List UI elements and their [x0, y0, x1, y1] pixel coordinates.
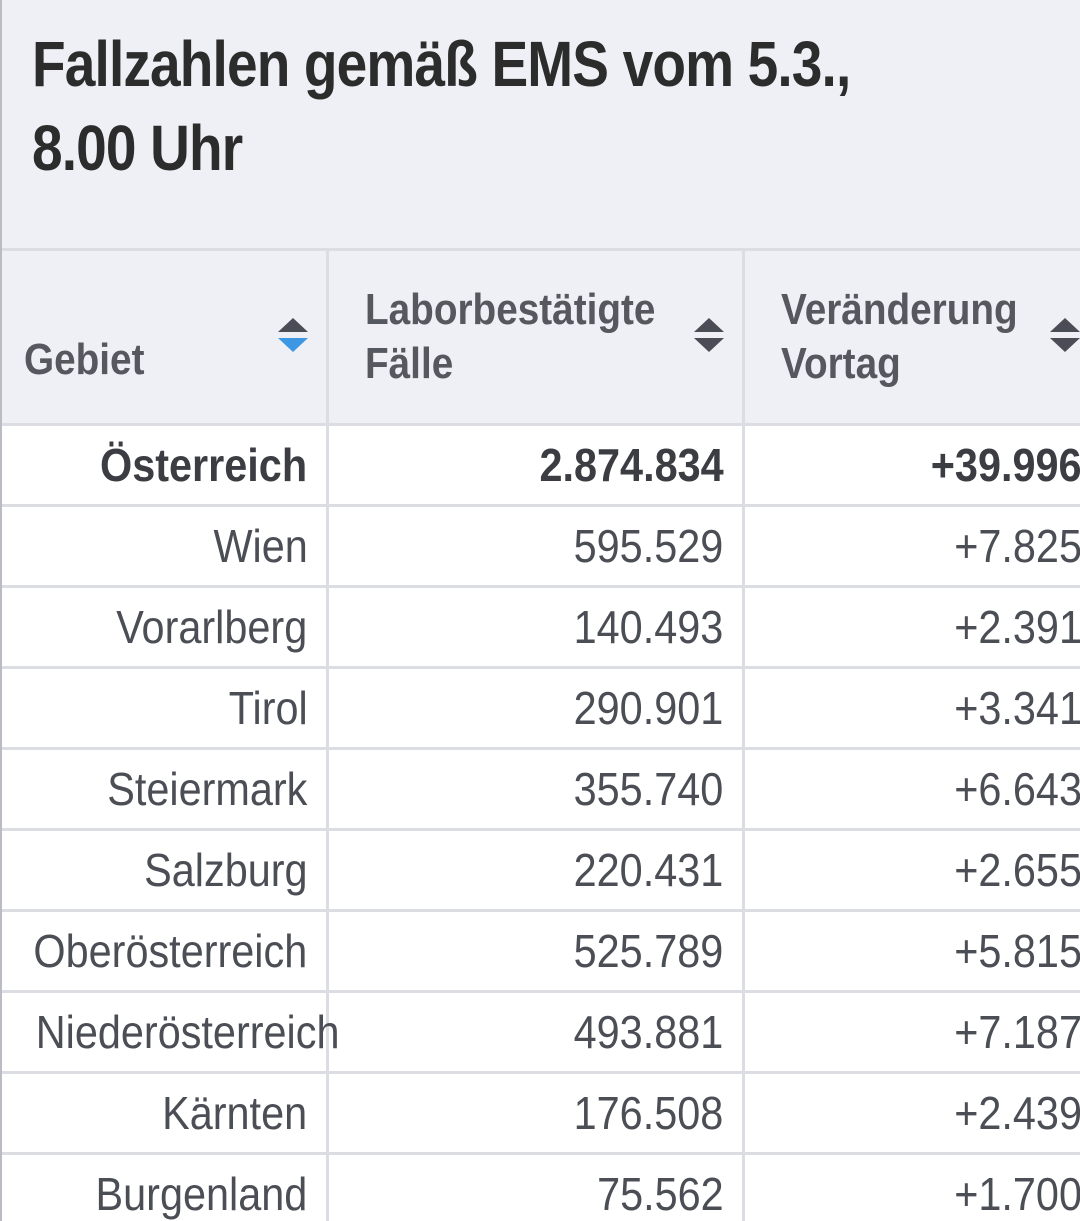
cell-veraenderung: +3.341 — [741, 667, 1080, 750]
cell-text: +6.643 — [954, 763, 1080, 815]
cell-text: Steiermark — [107, 763, 308, 815]
table-row: Kärnten 176.508 +2.439 — [2, 1072, 1080, 1155]
sort-ascending-icon — [1049, 318, 1080, 332]
sort-ascending-icon — [693, 318, 724, 332]
sort-descending-icon — [278, 338, 308, 352]
cell-text: +7.187 — [954, 1006, 1080, 1058]
cell-text: 2.874.834 — [539, 439, 724, 491]
cell-text: 290.901 — [573, 682, 724, 734]
cell-veraenderung: +7.187 — [741, 991, 1080, 1074]
table-row: Burgenland 75.562 +1.700 — [2, 1153, 1080, 1221]
cell-text: Wien — [213, 520, 308, 572]
column-header-veraenderung[interactable]: Veränderung Vortag — [741, 248, 1080, 426]
cell-text: 355.740 — [573, 763, 724, 815]
cell-text: 75.562 — [596, 1168, 724, 1220]
cell-gebiet: Niederösterreich — [2, 991, 339, 1074]
cell-text: 220.431 — [573, 844, 724, 896]
sort-updown-icon[interactable] — [693, 318, 724, 354]
column-header-faelle[interactable]: Laborbestätigte Fälle — [325, 248, 743, 426]
cell-veraenderung: +2.391 — [741, 586, 1080, 669]
sort-ascending-icon — [278, 318, 308, 332]
table-row: Tirol 290.901 +3.341 — [2, 667, 1080, 750]
cell-veraenderung: +6.643 — [741, 748, 1080, 831]
table-row: Salzburg 220.431 +2.655 — [2, 829, 1080, 912]
sort-updown-icon[interactable] — [1049, 318, 1080, 354]
cell-gebiet: Wien — [2, 505, 327, 588]
cell-text: +3.341 — [954, 682, 1080, 734]
cell-text: Niederösterreich — [35, 1006, 340, 1058]
cell-text: 140.493 — [573, 601, 724, 653]
cell-faelle: 75.562 — [325, 1153, 743, 1221]
cell-text: +5.815 — [954, 925, 1080, 977]
cell-text: Vorarlberg — [116, 601, 308, 653]
table-title: Fallzahlen gemäß EMS vom 5.3., 8.00 Uhr — [32, 28, 851, 184]
cell-gebiet: Oberösterreich — [2, 910, 327, 993]
cell-veraenderung: +5.815 — [741, 910, 1080, 993]
cell-faelle: 176.508 — [325, 1072, 743, 1155]
cell-faelle: 355.740 — [325, 748, 743, 831]
table-row: Niederösterreich 493.881 +7.187 — [2, 991, 1080, 1074]
cell-gebiet: Vorarlberg — [2, 586, 327, 669]
cell-text: Salzburg — [144, 844, 308, 896]
cell-gebiet: Tirol — [2, 667, 327, 750]
cell-gebiet: Salzburg — [2, 829, 327, 912]
cell-text: 176.508 — [573, 1087, 724, 1139]
cell-text: +2.439 — [954, 1087, 1080, 1139]
cell-text: +39.996 — [931, 439, 1080, 491]
cell-veraenderung: +2.655 — [741, 829, 1080, 912]
cell-text: 595.529 — [573, 520, 724, 572]
cell-veraenderung: +2.439 — [741, 1072, 1080, 1155]
cell-faelle: 220.431 — [325, 829, 743, 912]
cell-gebiet: Kärnten — [2, 1072, 327, 1155]
cell-veraenderung: +1.700 — [741, 1153, 1080, 1221]
cell-text: +1.700 — [954, 1168, 1080, 1220]
cell-text: 493.881 — [573, 1006, 724, 1058]
sort-updown-icon[interactable] — [278, 318, 308, 354]
cell-text: +2.391 — [954, 601, 1080, 653]
table-header-row: Gebiet Laborbestätigte Fälle Veränderung… — [2, 248, 1080, 426]
table-row-total: Österreich 2.874.834 +39.996 — [2, 424, 1080, 507]
cell-faelle: 493.881 — [325, 991, 743, 1074]
cell-text: +2.655 — [954, 844, 1080, 896]
table-row: Steiermark 355.740 +6.643 — [2, 748, 1080, 831]
column-header-gebiet[interactable]: Gebiet — [2, 248, 327, 426]
table-row: Oberösterreich 525.789 +5.815 — [2, 910, 1080, 993]
cell-faelle: 525.789 — [325, 910, 743, 993]
cell-faelle: 140.493 — [325, 586, 743, 669]
cell-text: 525.789 — [573, 925, 724, 977]
cell-text: +7.825 — [954, 520, 1080, 572]
cell-gebiet: Burgenland — [2, 1153, 327, 1221]
cell-faelle: 290.901 — [325, 667, 743, 750]
cell-text: Oberösterreich — [33, 925, 308, 977]
cell-veraenderung: +39.996 — [741, 424, 1080, 507]
cell-text: Tirol — [228, 682, 308, 734]
title-area: Fallzahlen gemäß EMS vom 5.3., 8.00 Uhr — [2, 0, 1080, 248]
cell-gebiet: Steiermark — [2, 748, 327, 831]
cell-text: Burgenland — [95, 1168, 308, 1220]
cell-faelle: 2.874.834 — [325, 424, 743, 507]
cell-faelle: 595.529 — [325, 505, 743, 588]
column-header-label: Gebiet — [24, 335, 145, 384]
cell-text: Österreich — [100, 439, 308, 491]
column-header-label: Veränderung Vortag — [780, 285, 1018, 388]
sort-descending-icon — [1049, 338, 1080, 352]
sort-descending-icon — [693, 338, 724, 352]
cell-gebiet: Österreich — [2, 424, 327, 507]
table-row: Wien 595.529 +7.825 — [2, 505, 1080, 588]
column-header-label: Laborbestätigte Fälle — [364, 285, 655, 388]
table-row: Vorarlberg 140.493 +2.391 — [2, 586, 1080, 669]
cell-text: Kärnten — [162, 1087, 308, 1139]
cell-veraenderung: +7.825 — [741, 505, 1080, 588]
cases-table: Gebiet Laborbestätigte Fälle Veränderung… — [2, 248, 1080, 1221]
